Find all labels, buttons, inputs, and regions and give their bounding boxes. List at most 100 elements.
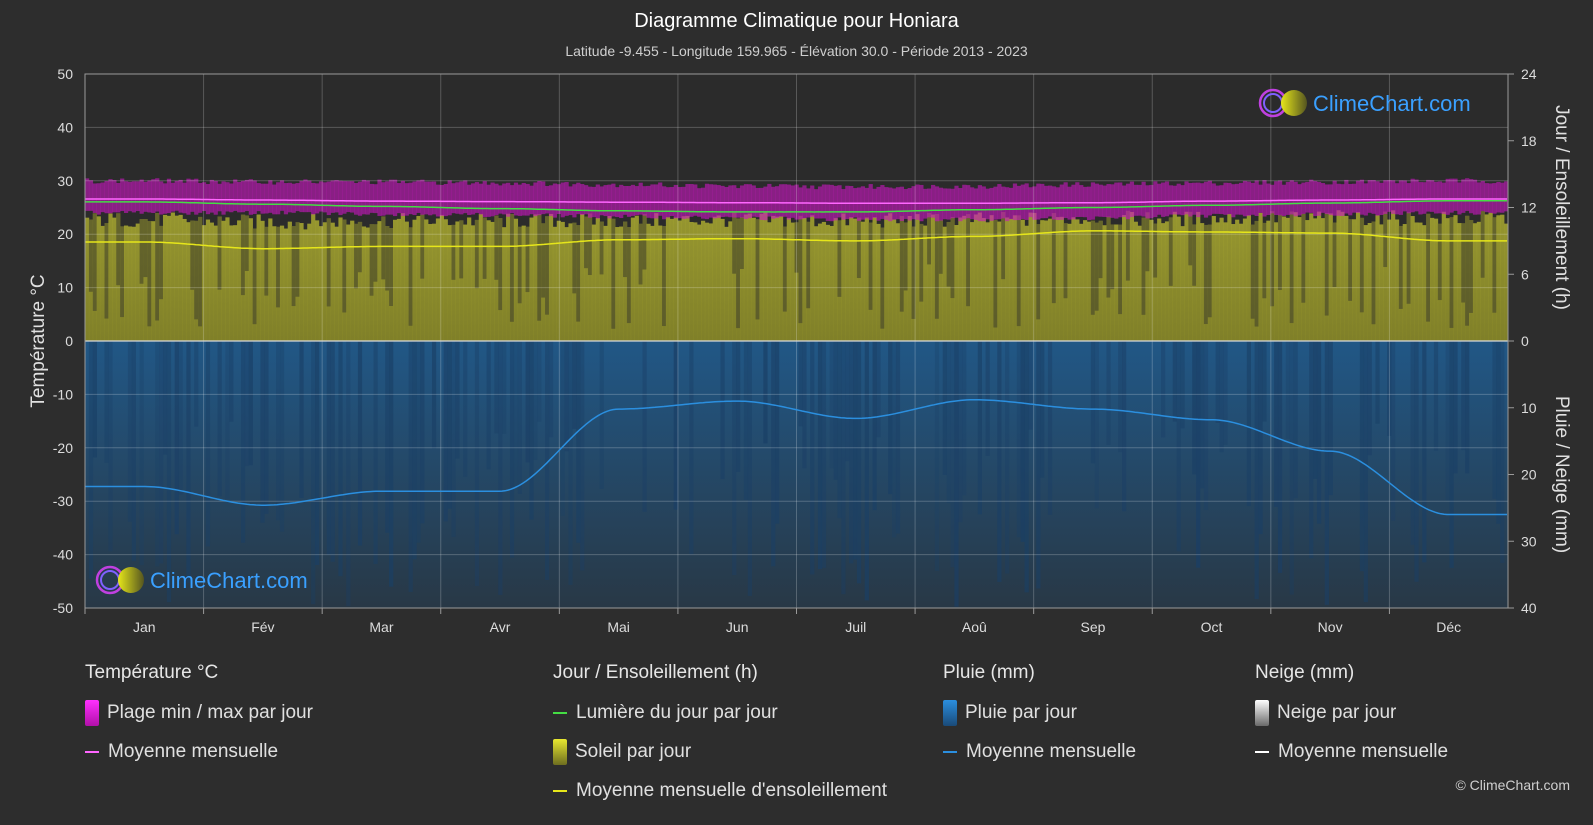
rain-day-bar bbox=[876, 341, 881, 438]
sun-day-bar bbox=[416, 215, 421, 341]
temp-range-bar bbox=[892, 188, 897, 220]
temp-range-bar bbox=[654, 184, 659, 219]
temp-range-bar bbox=[439, 184, 444, 216]
rain-day-bar bbox=[736, 341, 741, 472]
temp-range-bar bbox=[1391, 180, 1396, 214]
rain-day-bar bbox=[389, 341, 394, 587]
temp-range-bar bbox=[151, 179, 156, 214]
sun-day-bar bbox=[1445, 218, 1450, 341]
rain-day-bar bbox=[1020, 341, 1025, 542]
legend-rain-title: Pluie (mm) bbox=[943, 662, 1035, 683]
temp-range-bar bbox=[1063, 182, 1068, 219]
sun-day-shade bbox=[482, 217, 487, 279]
sun-day-bar bbox=[1012, 215, 1018, 341]
sun-day-bar bbox=[1231, 224, 1236, 341]
temp-range-bar bbox=[841, 189, 846, 220]
temp-range-bar bbox=[190, 179, 195, 212]
sun-day-bar bbox=[1059, 216, 1064, 341]
rain-day-bar bbox=[985, 341, 990, 456]
rain-day-bar bbox=[443, 341, 448, 522]
x-tick-label: Juil bbox=[845, 619, 866, 635]
sun-day-shade bbox=[326, 218, 331, 307]
sun-day-bar bbox=[1387, 219, 1392, 341]
temp-range-bar bbox=[1496, 181, 1501, 213]
sun-day-bar bbox=[1238, 223, 1244, 341]
sun-day-bar bbox=[135, 223, 140, 341]
rain-day-bar bbox=[572, 341, 577, 429]
sun-day-bar bbox=[1008, 218, 1014, 341]
sun-day-shade bbox=[623, 221, 628, 278]
sun-day-bar bbox=[1164, 221, 1170, 341]
temp-range-bar bbox=[716, 185, 721, 218]
rain-day-bar bbox=[1180, 341, 1185, 429]
temp-range-bar bbox=[1355, 180, 1361, 213]
grid bbox=[85, 73, 1508, 609]
temp-range-bar bbox=[1012, 183, 1018, 221]
temp-range-bar bbox=[244, 179, 250, 212]
sun-day-bar bbox=[927, 213, 932, 341]
sun-day-shade bbox=[498, 218, 503, 311]
temp-range-bar bbox=[552, 183, 558, 218]
temp-range-bar bbox=[849, 186, 854, 219]
temp-range-bar bbox=[123, 181, 129, 213]
temp-range-bar bbox=[1024, 183, 1029, 220]
sun-day-bar bbox=[1402, 224, 1407, 341]
temp-range-bar bbox=[299, 180, 304, 213]
temp-range-bar bbox=[1449, 178, 1454, 213]
sun-day-shade bbox=[217, 216, 222, 290]
temp-range-bar bbox=[303, 179, 308, 213]
rain-day-bar bbox=[533, 341, 538, 460]
sun-day-bar bbox=[833, 218, 838, 341]
temp-range-bar bbox=[408, 182, 413, 215]
temp-range-bar bbox=[1172, 185, 1177, 215]
sun-day-bar bbox=[533, 214, 538, 341]
temp-range-bar bbox=[989, 187, 994, 221]
sun-day-shade bbox=[1141, 217, 1146, 315]
temp-range-bar bbox=[1075, 182, 1080, 217]
sun-day-bar bbox=[482, 217, 487, 341]
sun-day-bar bbox=[1219, 217, 1224, 341]
rain-day-bar bbox=[1090, 341, 1096, 464]
sun-day-shade bbox=[868, 222, 873, 310]
temp-range-bar bbox=[1090, 182, 1096, 220]
temp-range-bar bbox=[1324, 184, 1329, 215]
temp-range-bar bbox=[1164, 181, 1170, 217]
rain-day-bar bbox=[502, 341, 507, 434]
sun-day-bar bbox=[591, 224, 597, 341]
temp-range-bar bbox=[525, 183, 530, 216]
sun-day-shade bbox=[139, 219, 144, 284]
y-tick-label-right-top: 6 bbox=[1521, 266, 1529, 282]
sun-day-bar bbox=[849, 217, 854, 341]
sun-day-bar bbox=[209, 222, 214, 341]
sun-day-bar bbox=[166, 215, 172, 341]
rain-day-bar bbox=[1496, 341, 1501, 524]
sun-day-shade bbox=[1098, 220, 1103, 279]
sun-day-bar bbox=[1040, 220, 1045, 341]
sun-day-bar bbox=[1024, 225, 1029, 341]
temp-range-bar bbox=[728, 185, 733, 218]
rain-day-bar bbox=[1375, 341, 1380, 424]
rain-day-bar bbox=[1433, 341, 1439, 451]
sun-day-bar bbox=[817, 223, 823, 341]
temp-range-bar bbox=[747, 184, 752, 219]
chart-subtitle: Latitude -9.455 - Longitude 159.965 - Él… bbox=[565, 43, 1028, 59]
rain-day-bar bbox=[1328, 341, 1333, 496]
sun-day-shade bbox=[1207, 224, 1213, 318]
logo-bottom-text: ClimeChart.com bbox=[150, 568, 308, 593]
temp-range-bar bbox=[233, 179, 238, 211]
rain-day-bar bbox=[1094, 341, 1099, 509]
rain-day-bar bbox=[888, 341, 893, 495]
temp-range-bar bbox=[291, 183, 296, 213]
temp-range-bar bbox=[1270, 184, 1275, 214]
temp-range-bar bbox=[1316, 181, 1322, 216]
temp-range-bar bbox=[209, 179, 214, 213]
sun-day-shade bbox=[474, 219, 480, 289]
sun-mean-swatch bbox=[553, 790, 567, 792]
sun-day-bar bbox=[108, 213, 113, 341]
temp-range-bar bbox=[1453, 178, 1458, 211]
sun-day-bar bbox=[1500, 214, 1505, 341]
rain-day-bar bbox=[849, 341, 854, 564]
sun-day-bar bbox=[1484, 214, 1489, 341]
rain-day-bar bbox=[771, 341, 776, 567]
sun-day-bar bbox=[131, 226, 136, 341]
